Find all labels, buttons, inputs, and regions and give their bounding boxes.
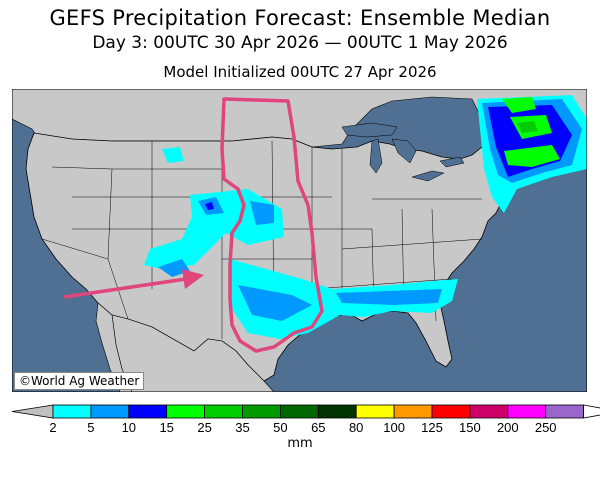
state-borders xyxy=(41,140,483,339)
colorbar-swatch xyxy=(431,404,471,419)
colorbar-tick-label: 125 xyxy=(421,420,443,435)
precipitation xyxy=(144,95,587,339)
baja-peninsula xyxy=(95,302,133,392)
forecast-period: Day 3: 00UTC 30 Apr 2026 — 00UTC 1 May 2… xyxy=(92,33,508,53)
colorbar-tick-label: 50 xyxy=(273,420,287,435)
colorbar-tick-label: 100 xyxy=(383,420,405,435)
colorbar-tick-label: 15 xyxy=(159,420,173,435)
arrow-annotation xyxy=(63,269,204,299)
colorbar-swatch xyxy=(128,404,168,419)
colorbar-swatch xyxy=(469,404,509,419)
precipitation-map xyxy=(12,89,587,392)
colorbar: 2 5 10 15 25 35 50 65 80 100 125 150 200 250 xyxy=(11,404,600,435)
colorbar-swatch xyxy=(204,404,243,419)
great-lakes xyxy=(341,122,465,182)
colorbar-tick-label: 35 xyxy=(235,420,249,435)
map-credit: ©World Ag Weather xyxy=(14,372,145,390)
colorbar-swatch xyxy=(52,404,92,419)
colorbar-under-triangle xyxy=(11,404,54,419)
colorbar-swatch xyxy=(393,404,433,419)
colorbar-tick-label: 5 xyxy=(87,420,94,435)
colorbar-unit: mm xyxy=(287,436,313,451)
colorbar-tick-label: 200 xyxy=(497,420,519,435)
colorbar-over-triangle xyxy=(583,404,600,419)
colorbar-tick-label: 150 xyxy=(459,420,481,435)
colorbar-swatch xyxy=(317,404,357,419)
colorbar-tick-label: 25 xyxy=(197,420,211,435)
colorbar-tick-label: 80 xyxy=(349,420,363,435)
colorbar-swatch xyxy=(242,404,281,419)
colorbar-swatch xyxy=(545,404,585,419)
map-title: GEFS Precipitation Forecast: Ensemble Me… xyxy=(49,6,551,30)
colorbar-tick-label: 10 xyxy=(122,420,136,435)
colorbar-swatch xyxy=(507,404,547,419)
colorbar-swatch xyxy=(90,404,130,419)
colorbar-swatch xyxy=(166,404,205,419)
colorbar-swatch xyxy=(279,404,319,419)
colorbar-tick-label: 2 xyxy=(49,420,56,435)
colorbar-tick-label: 250 xyxy=(535,420,557,435)
colorbar-tick-label: 65 xyxy=(311,420,325,435)
plains-outline-annotation xyxy=(220,97,324,353)
colorbar-swatch xyxy=(355,404,395,419)
model-initialized: Model Initialized 00UTC 27 Apr 2026 xyxy=(163,63,437,81)
